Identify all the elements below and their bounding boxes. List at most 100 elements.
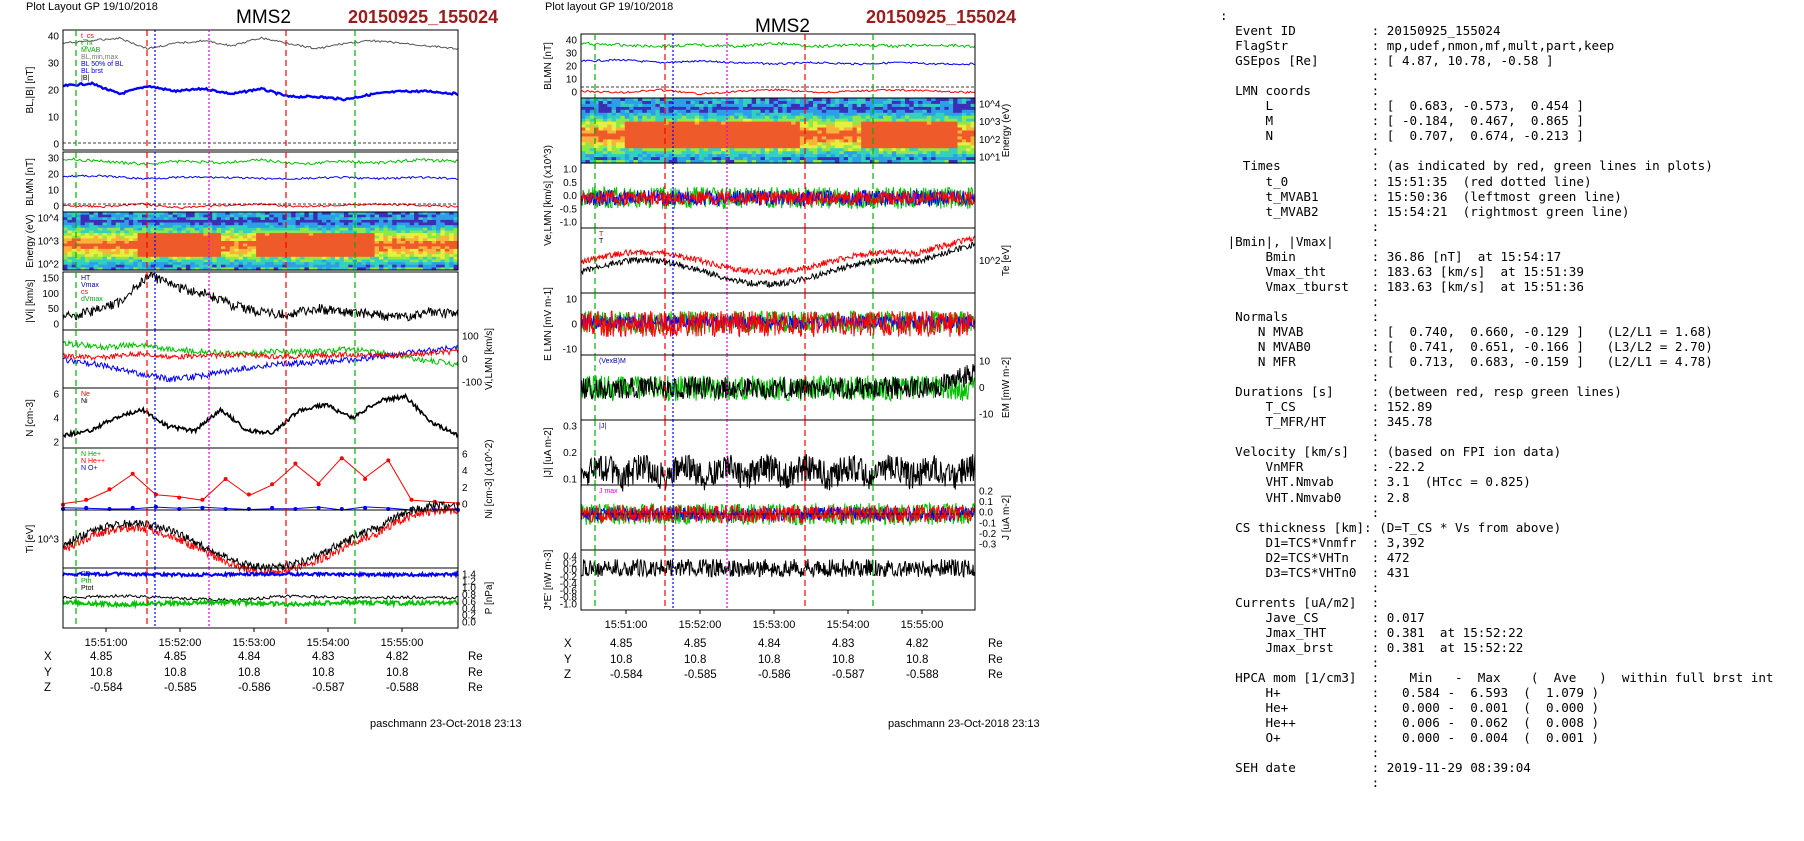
heatmap-cell [581, 112, 586, 117]
heatmap-cell [918, 121, 924, 126]
heatmap-cell [760, 106, 766, 111]
heatmap-cell [67, 259, 73, 263]
heatmap-cell [852, 145, 858, 149]
heatmap-cell [668, 112, 674, 117]
heatmap-cell [168, 262, 174, 266]
heatmap-cell [409, 219, 415, 224]
heatmap-cell [703, 115, 709, 120]
heatmap-cell [778, 154, 783, 158]
heatmap-cell [817, 148, 823, 152]
heatmap-cell [163, 243, 169, 247]
heatmap-cell [374, 243, 380, 247]
heatmap-cell [598, 133, 604, 138]
heatmap-cell [896, 103, 902, 108]
heatmap-cell [387, 264, 393, 268]
heatmap-cell [234, 238, 240, 242]
heatmap-cell [637, 127, 643, 132]
heatmap-cell [703, 103, 709, 108]
heatmap-cell [238, 217, 244, 221]
heatmap-cell [712, 121, 718, 126]
heatmap-cell [585, 145, 591, 149]
heatmap-cell [751, 136, 757, 140]
heatmap-cell [843, 115, 849, 120]
heatmap-cell [221, 256, 226, 260]
heatmap-cell [821, 127, 827, 132]
heatmap-cell [659, 154, 665, 158]
heatmap-cell [225, 259, 231, 263]
heatmap-cell [865, 103, 871, 108]
heatmap-cell [361, 251, 367, 255]
heatmap-cell [861, 130, 867, 135]
heatmap-cell [905, 136, 910, 140]
heatmap-cell [89, 246, 95, 250]
heatmap-cell [67, 230, 73, 234]
heatmap-cell [163, 251, 169, 255]
heatmap-cell [913, 106, 919, 111]
heatmap-cell [970, 157, 976, 161]
heatmap-cell [637, 154, 643, 158]
heatmap-cell [799, 112, 805, 117]
heatmap-cell [637, 98, 643, 102]
heatmap-cell [269, 264, 275, 268]
heatmap-cell [137, 233, 143, 237]
heatmap-cell [633, 154, 639, 158]
heatmap-cell [321, 219, 327, 224]
heatmap-cell [374, 256, 380, 260]
heatmap-cell [93, 264, 99, 268]
heatmap-cell [905, 157, 910, 161]
heatmap-cell [120, 256, 126, 260]
heatmap-cell [712, 106, 718, 111]
heatmap-cell [961, 127, 967, 132]
y-tick-label: 10^4 [38, 214, 60, 225]
heatmap-cell [155, 214, 161, 218]
heatmap-cell [418, 217, 424, 221]
heatmap-cell [598, 157, 604, 161]
heatmap-cell [365, 238, 371, 242]
heatmap-cell [778, 103, 783, 108]
heatmap-cell [392, 254, 398, 258]
heatmap-cell [216, 225, 222, 229]
heatmap-cell [414, 222, 420, 226]
heatmap-cell [264, 217, 270, 221]
heatmap-cell [883, 98, 889, 102]
heatmap-cell [427, 217, 433, 221]
heatmap-cell [190, 212, 196, 216]
y-axis-label: N [cm-3] [25, 399, 36, 437]
heatmap-cell [76, 230, 82, 234]
heatmap-cell [944, 151, 950, 155]
heatmap-cell [769, 101, 775, 105]
y-axis-label: BLMN [nT] [543, 42, 554, 90]
heatmap-cell [795, 106, 801, 111]
heatmap-cell [747, 121, 753, 126]
heatmap-cell [843, 109, 849, 114]
info-line: HPCA mom [1/cm3] : Min - Max ( Ave ) wit… [1220, 670, 1774, 686]
heatmap-cell [729, 130, 735, 135]
position-value: -0.586 [758, 669, 791, 681]
heatmap-cell [374, 230, 380, 234]
heatmap-cell [379, 262, 384, 266]
heatmap-cell [282, 251, 288, 255]
heatmap-cell [221, 222, 226, 226]
heatmap-cell [878, 133, 884, 138]
heatmap-cell [63, 214, 68, 218]
heatmap-cell [102, 230, 108, 234]
heatmap-cell [681, 136, 687, 140]
heatmap-cell [67, 227, 73, 231]
heatmap-cell [782, 112, 788, 117]
heatmap-cell [212, 264, 218, 268]
heatmap-cell [71, 246, 77, 250]
heatmap-cell [633, 124, 639, 129]
position-value: 10.8 [238, 666, 261, 679]
heatmap-cell [273, 217, 279, 221]
heatmap-cell [721, 130, 727, 135]
heatmap-cell [163, 212, 169, 216]
heatmap-cell [690, 148, 696, 152]
heatmap-cell [115, 238, 121, 242]
heatmap-cell [392, 246, 398, 250]
heatmap-cell [379, 235, 384, 239]
heatmap-cell [856, 160, 862, 164]
heatmap-cell [76, 225, 82, 229]
series-line [62, 500, 459, 573]
heatmap-cell [207, 235, 213, 239]
